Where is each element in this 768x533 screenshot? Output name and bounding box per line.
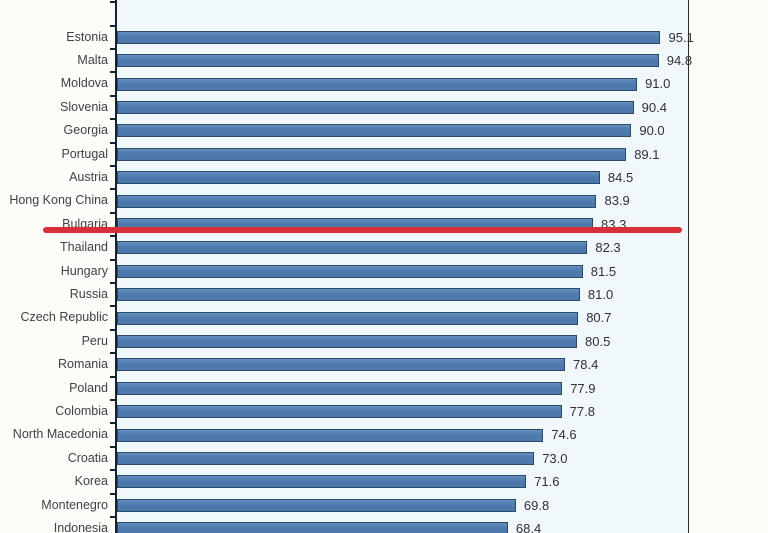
category-label-romania: Romania — [57, 357, 108, 372]
axis-tick — [110, 1, 115, 4]
bar-korea — [117, 475, 527, 489]
category-label-croatia: Croatia — [67, 450, 108, 465]
category-label-portugal: Portugal — [61, 146, 108, 161]
bar-georgia — [117, 124, 632, 138]
axis-tick — [110, 305, 115, 308]
category-label-estonia: Estonia — [66, 29, 108, 44]
bar-montenegro — [117, 498, 516, 512]
bar-portugal — [117, 147, 627, 161]
value-label-croatia: 73.0 — [542, 450, 568, 466]
axis-tick — [110, 445, 115, 448]
category-label-indonesia: Indonesia — [53, 520, 108, 533]
value-label-czech-republic: 80.7 — [586, 310, 612, 326]
axis-tick — [110, 188, 115, 191]
value-label-thailand: 82.3 — [595, 240, 621, 256]
axis-tick — [110, 281, 115, 284]
category-label-russia: Russia — [69, 286, 108, 301]
value-label-montenegro: 69.8 — [523, 497, 550, 513]
bar-north-macedonia — [117, 428, 544, 442]
axis-tick — [110, 352, 115, 355]
bar-austria — [117, 171, 600, 185]
highlight-underline — [43, 226, 682, 233]
bar-moldova — [117, 77, 638, 91]
axis-tick — [110, 164, 115, 167]
category-label-hong-kong-china: Hong Kong China — [9, 193, 108, 208]
category-label-peru: Peru — [81, 333, 108, 348]
axis-tick — [110, 211, 115, 214]
bar-estonia — [117, 30, 661, 44]
bar-slovenia — [117, 100, 634, 114]
category-label-moldova: Moldova — [60, 76, 108, 91]
category-label-thailand: Thailand — [60, 240, 108, 255]
category-label-colombia: Colombia — [55, 403, 108, 418]
value-label-indonesia: 68.4 — [515, 520, 542, 533]
axis-tick — [110, 24, 115, 27]
axis-tick — [110, 398, 115, 401]
category-label-hungary: Hungary — [60, 263, 108, 278]
value-label-korea: 71.6 — [534, 474, 560, 490]
axis-tick — [110, 118, 115, 121]
value-label-north-macedonia: 74.6 — [551, 427, 577, 443]
bar-hong-kong-china — [117, 194, 597, 208]
value-label-georgia: 90.0 — [639, 123, 665, 139]
value-label-portugal: 89.1 — [634, 146, 660, 162]
category-label-czech-republic: Czech Republic — [20, 310, 108, 325]
axis-tick — [110, 71, 115, 74]
value-label-romania: 78.4 — [573, 357, 599, 373]
value-label-bulgaria: 83.3 — [601, 216, 627, 232]
axis-tick — [110, 492, 115, 495]
bar-thailand — [117, 241, 588, 255]
value-label-peru: 80.5 — [585, 333, 611, 349]
axis-tick — [110, 94, 115, 97]
value-label-estonia: 95.1 — [668, 29, 694, 45]
axis-tick — [110, 47, 115, 50]
category-label-korea: Korea — [74, 474, 108, 489]
category-label-montenegro: Montenegro — [41, 497, 108, 512]
bar-poland — [117, 381, 563, 395]
axis-tick — [110, 141, 115, 144]
bar-czech-republic — [117, 311, 579, 325]
category-label-slovenia: Slovenia — [60, 99, 108, 114]
value-label-malta: 94.8 — [666, 52, 693, 68]
value-label-moldova: 91.0 — [645, 76, 671, 92]
category-label-poland: Poland — [69, 380, 108, 395]
axis-tick — [110, 469, 115, 472]
category-label-north-macedonia: North Macedonia — [12, 427, 108, 442]
bar-colombia — [117, 405, 562, 419]
axis-tick — [110, 258, 115, 261]
value-label-russia: 81.0 — [587, 286, 614, 302]
value-label-colombia: 77.8 — [569, 403, 595, 419]
axis-tick — [110, 235, 115, 238]
category-label-bulgaria: Bulgaria — [62, 216, 108, 231]
value-label-poland: 77.9 — [570, 380, 596, 396]
axis-tick — [110, 515, 115, 518]
value-label-slovenia: 90.4 — [641, 99, 667, 115]
bar-indonesia — [117, 522, 508, 533]
bar-croatia — [117, 451, 535, 465]
bar-malta — [117, 54, 659, 68]
bar-russia — [117, 288, 580, 302]
value-label-austria: 84.5 — [607, 169, 634, 185]
category-label-malta: Malta — [77, 52, 108, 67]
bar-peru — [117, 334, 578, 348]
category-label-georgia: Georgia — [63, 123, 108, 138]
category-label-austria: Austria — [69, 169, 108, 184]
axis-tick — [110, 422, 115, 425]
value-label-hungary: 81.5 — [590, 263, 617, 279]
bar-hungary — [117, 264, 583, 278]
value-label-hong-kong-china: 83.9 — [604, 193, 630, 209]
axis-tick — [110, 328, 115, 331]
axis-tick — [110, 375, 115, 378]
bar-romania — [117, 358, 566, 372]
